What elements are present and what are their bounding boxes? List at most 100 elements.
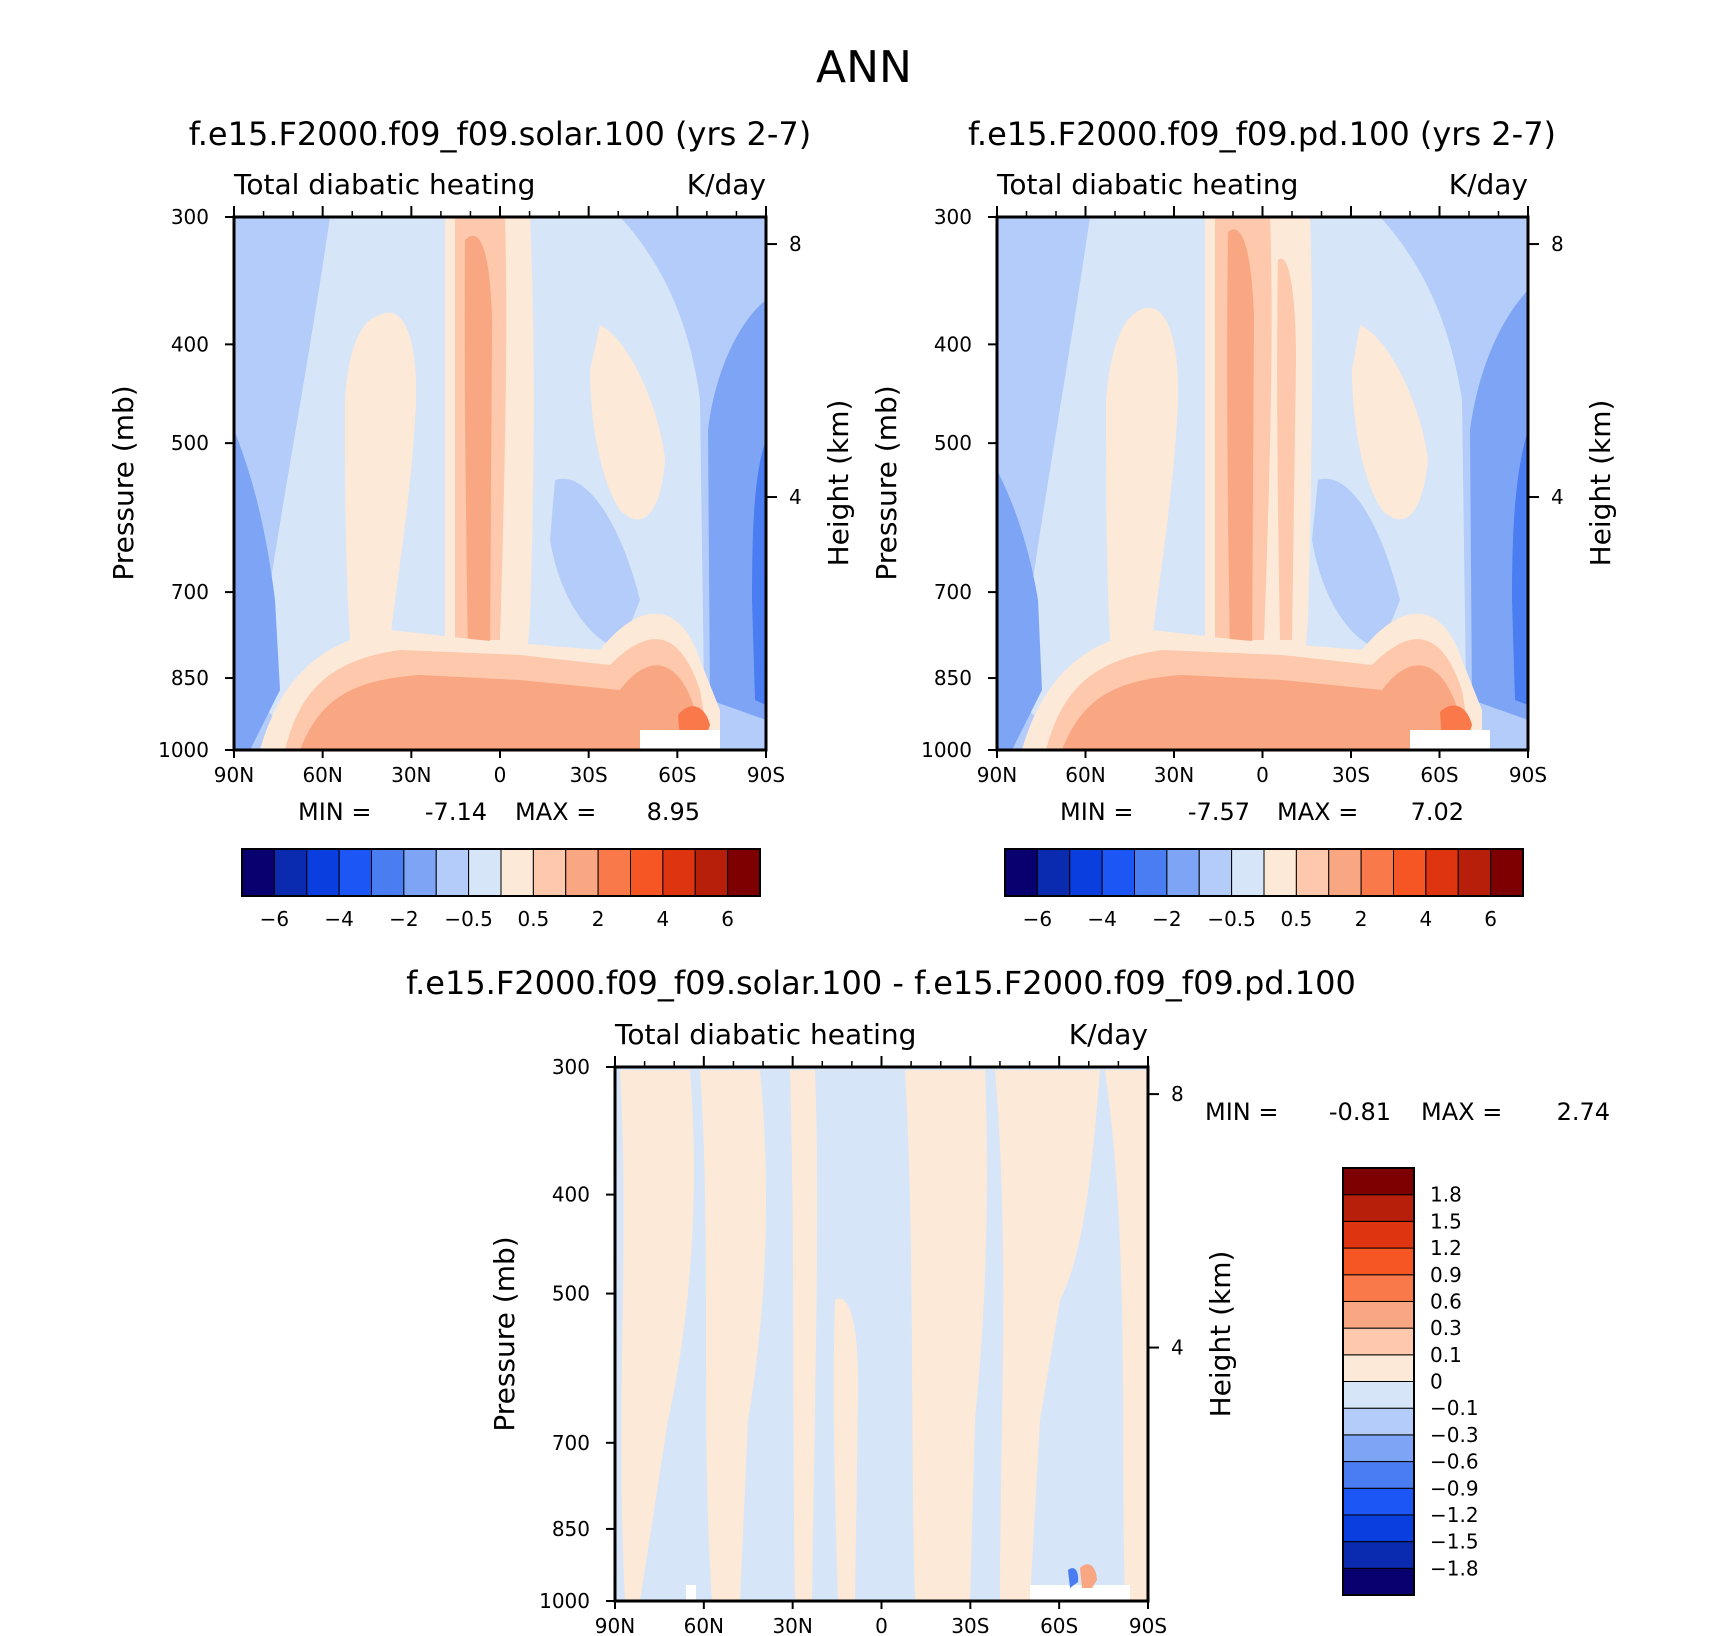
field-contour-peach-right bbox=[1352, 325, 1428, 520]
colorbar-swatch bbox=[1328, 848, 1362, 897]
colorbar-swatch bbox=[1425, 848, 1459, 897]
panel-control-min-value: -7.14 bbox=[425, 798, 487, 826]
colorbar-swatch bbox=[1342, 1381, 1415, 1409]
colorbar-swatch bbox=[565, 848, 599, 897]
colorbar-label: −1.5 bbox=[1430, 1530, 1479, 1554]
colorbar-swatch bbox=[1342, 1407, 1415, 1436]
colorbar-swatch bbox=[435, 848, 470, 897]
panel-difference-title: f.e15.F2000.f09_f09.solar.100 - f.e15.F2… bbox=[406, 964, 1356, 1002]
field-contour-positive-band-2 bbox=[700, 1070, 767, 1601]
colorbar-label: −0.1 bbox=[1430, 1396, 1479, 1420]
colorbar-swatch bbox=[694, 848, 729, 897]
colorbar-swatch bbox=[1457, 848, 1492, 897]
panel-difference-max-value: 2.74 bbox=[1557, 1098, 1610, 1126]
y-tick-label: 500 bbox=[934, 431, 972, 455]
field-contour-blue-mid bbox=[1312, 478, 1400, 650]
colorbar-label: −2 bbox=[389, 907, 418, 931]
field-contour-positive-band-3 bbox=[790, 1070, 818, 1601]
x-tick-label: 30N bbox=[391, 763, 431, 787]
y-tick-label: 700 bbox=[552, 1431, 590, 1455]
colorbar-swatch bbox=[1342, 1300, 1415, 1329]
colorbar-label: 6 bbox=[721, 907, 734, 931]
x-tick-label: 90N bbox=[595, 1614, 635, 1636]
colorbar-label: 1.8 bbox=[1430, 1183, 1462, 1207]
colorbar-swatch bbox=[1393, 848, 1427, 897]
x-tick-label: 30S bbox=[951, 1614, 989, 1636]
colorbar-swatch bbox=[727, 848, 761, 897]
field-missing-ocean-gap bbox=[640, 730, 720, 750]
field-contour-strong-positive-spot bbox=[1080, 1564, 1097, 1588]
y-right-tick-label: 4 bbox=[789, 485, 802, 509]
colorbar-swatch bbox=[1342, 1567, 1415, 1596]
panel-test-axes: 90N 60N 30N 0 30S 60S 90S 300 400 500 700 850 1000 8 4 bbox=[921, 205, 1564, 787]
y-tick-label: 500 bbox=[171, 431, 209, 455]
colorbar-swatch bbox=[1101, 848, 1135, 897]
panel-control-axes: 90N 60N 30N 0 30S 60S 90S 300 400 500 700 850 1000 8 4 bbox=[158, 205, 802, 787]
field-missing-ocean-gap bbox=[1410, 730, 1490, 750]
colorbar-swatch bbox=[1198, 848, 1233, 897]
field-contour-deep-blue-right bbox=[752, 440, 766, 705]
field-contour-salmon-column-east bbox=[1277, 258, 1296, 640]
y-tick-label: 500 bbox=[552, 1282, 590, 1306]
y-tick-label: 300 bbox=[552, 1055, 590, 1079]
x-tick-label: 60S bbox=[1420, 763, 1458, 787]
y-right-tick-label: 4 bbox=[1551, 485, 1564, 509]
colorbar-label: 2 bbox=[1355, 907, 1368, 931]
colorbar-label: −1.8 bbox=[1430, 1556, 1479, 1580]
panel-difference-colorbar: 1.81.5 1.2 0.90.6 0.3 0.1 0−0.1 −0.3 −0.6−0.9 −1… bbox=[1342, 1167, 1479, 1596]
colorbar-swatch bbox=[1166, 848, 1200, 897]
field-contour-negative-spot bbox=[1068, 1568, 1079, 1588]
colorbar-swatch bbox=[662, 848, 696, 897]
field-contour-deep-blue-right bbox=[1512, 430, 1528, 705]
colorbar-label: −0.3 bbox=[1430, 1423, 1479, 1447]
colorbar-label: −0.5 bbox=[1207, 907, 1256, 931]
colorbar-swatch bbox=[1342, 1487, 1415, 1516]
colorbar-label: 0.5 bbox=[1280, 907, 1312, 931]
colorbar-swatch bbox=[306, 848, 340, 897]
colorbar-label: 0.6 bbox=[1430, 1289, 1462, 1313]
colorbar-label: 6 bbox=[1484, 907, 1497, 931]
y-right-tick-label: 8 bbox=[1171, 1082, 1184, 1106]
colorbar-swatch bbox=[1004, 848, 1038, 897]
colorbar-swatch bbox=[468, 848, 502, 897]
field-contour-peach-left bbox=[345, 312, 417, 640]
colorbar-label: −1.2 bbox=[1430, 1503, 1479, 1527]
panel-test-subtitle-left: Total diabatic heating bbox=[996, 168, 1298, 201]
x-tick-label: 60S bbox=[658, 763, 696, 787]
colorbar-label: 1.5 bbox=[1430, 1209, 1462, 1233]
field-contour-positive-band-5 bbox=[995, 1070, 1100, 1601]
panel-difference-y-label: Pressure (mb) bbox=[488, 1236, 521, 1431]
x-tick-label: 30N bbox=[772, 1614, 812, 1636]
colorbar-label: −4 bbox=[1087, 907, 1116, 931]
colorbar-swatch bbox=[1263, 848, 1297, 897]
colorbar-label: 4 bbox=[657, 907, 670, 931]
colorbar-swatch bbox=[1231, 848, 1265, 897]
colorbar-frame bbox=[1004, 848, 1524, 897]
panel-test-min-value: -7.57 bbox=[1188, 798, 1250, 826]
colorbar-label: −0.5 bbox=[444, 907, 493, 931]
panel-control-max-label: MAX = bbox=[515, 798, 596, 826]
colorbar-label: −6 bbox=[1023, 907, 1052, 931]
panel-test-max-label: MAX = bbox=[1277, 798, 1358, 826]
panel-test-y-label: Pressure (mb) bbox=[870, 385, 903, 580]
panel-test-min-label: MIN = bbox=[1060, 798, 1133, 826]
field-contour-orange-base bbox=[300, 665, 700, 750]
field-contour-peach-left bbox=[1106, 307, 1179, 640]
colorbar-swatch bbox=[1342, 1167, 1415, 1196]
field-contour-blue-left bbox=[997, 470, 1042, 750]
colorbar-swatch bbox=[1342, 1461, 1415, 1489]
colorbar-swatch bbox=[338, 848, 372, 897]
y-tick-label: 850 bbox=[934, 666, 972, 690]
figure-title: ANN bbox=[816, 42, 912, 93]
colorbar-swatch bbox=[1342, 1514, 1415, 1543]
colorbar-swatch bbox=[1342, 1194, 1415, 1222]
x-tick-label: 0 bbox=[1256, 763, 1269, 787]
y-tick-label: 400 bbox=[552, 1183, 590, 1207]
colorbar-swatch bbox=[273, 848, 308, 897]
field-contour-positive-band-4 bbox=[905, 1070, 987, 1601]
x-tick-label: 30S bbox=[570, 763, 608, 787]
panel-control-min-label: MIN = bbox=[298, 798, 371, 826]
panel-control-subtitle-right: K/day bbox=[687, 168, 766, 201]
field-contour-positive-band-1 bbox=[620, 1070, 694, 1601]
y-tick-label: 300 bbox=[934, 205, 972, 229]
